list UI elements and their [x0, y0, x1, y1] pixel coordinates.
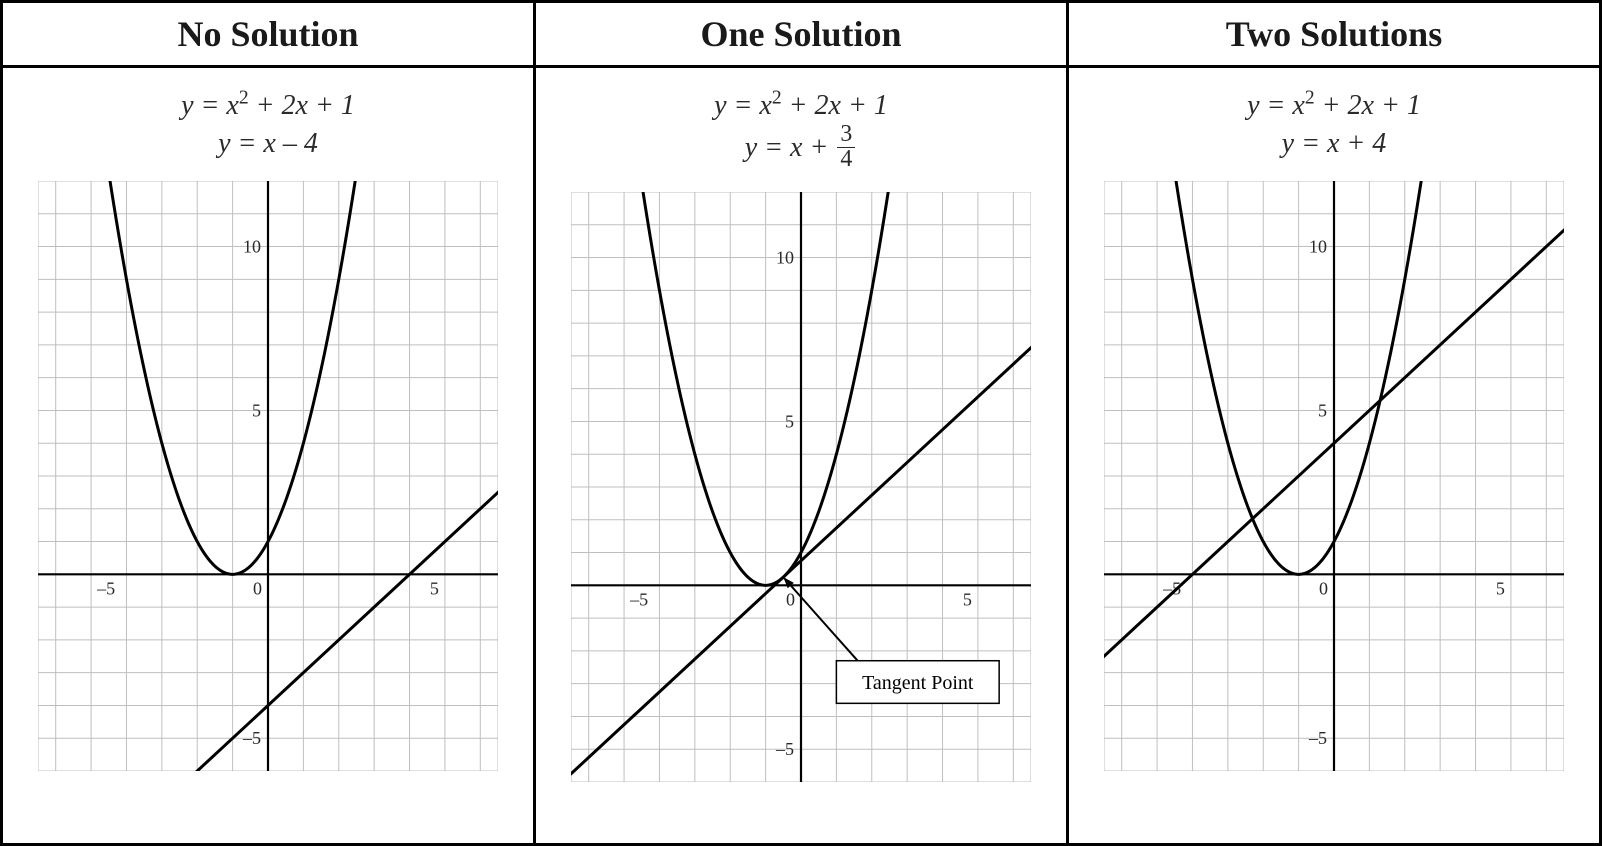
panel-no-solution: No Solution y = x2 + 2x + 1 y = x – 4 –5…	[3, 3, 536, 843]
equation-2: y = x + 34	[714, 125, 888, 174]
panel-header: No Solution	[3, 3, 533, 68]
svg-text:Tangent Point: Tangent Point	[862, 672, 974, 694]
panel-body: y = x2 + 2x + 1 y = x – 4 –5 0 5 –5 5 10	[3, 68, 533, 843]
svg-text:5: 5	[785, 411, 794, 431]
panel-header: One Solution	[536, 3, 1066, 68]
svg-text:5: 5	[252, 400, 261, 420]
equation-1: y = x2 + 2x + 1	[181, 86, 355, 125]
svg-text:–5: –5	[775, 739, 794, 759]
svg-text:–5: –5	[96, 578, 115, 598]
panels-container: No Solution y = x2 + 2x + 1 y = x – 4 –5…	[0, 0, 1602, 846]
svg-text:5: 5	[963, 589, 972, 609]
equations: y = x2 + 2x + 1 y = x + 4	[1247, 86, 1421, 163]
chart: –5 0 5 –5 5 10	[38, 181, 498, 771]
equation-2: y = x – 4	[181, 125, 355, 163]
svg-text:–5: –5	[242, 728, 261, 748]
svg-text:10: 10	[776, 247, 794, 267]
panel-body: y = x2 + 2x + 1 y = x + 34 –5 0 5 –5 5 10 Tang…	[536, 68, 1066, 843]
svg-text:5: 5	[1496, 578, 1505, 598]
equation-1: y = x2 + 2x + 1	[1247, 86, 1421, 125]
svg-text:5: 5	[430, 578, 439, 598]
svg-text:–5: –5	[1308, 728, 1327, 748]
panel-header: Two Solutions	[1069, 3, 1599, 68]
svg-text:–5: –5	[629, 589, 648, 609]
chart: –5 0 5 –5 5 10 Tangent Point	[571, 192, 1031, 782]
equation-1: y = x2 + 2x + 1	[714, 86, 888, 125]
svg-text:0: 0	[786, 589, 795, 609]
panel-body: y = x2 + 2x + 1 y = x + 4 –505–5510	[1069, 68, 1599, 843]
svg-text:0: 0	[1319, 578, 1328, 598]
svg-text:0: 0	[253, 578, 262, 598]
panel-two-solutions: Two Solutions y = x2 + 2x + 1 y = x + 4 …	[1069, 3, 1599, 843]
equations: y = x2 + 2x + 1 y = x – 4	[181, 86, 355, 163]
panel-one-solution: One Solution y = x2 + 2x + 1 y = x + 34 …	[536, 3, 1069, 843]
svg-text:10: 10	[243, 236, 261, 256]
equations: y = x2 + 2x + 1 y = x + 34	[714, 86, 888, 174]
chart: –505–5510	[1104, 181, 1564, 771]
svg-text:10: 10	[1309, 236, 1327, 256]
svg-text:5: 5	[1318, 400, 1327, 420]
equation-2: y = x + 4	[1247, 125, 1421, 163]
